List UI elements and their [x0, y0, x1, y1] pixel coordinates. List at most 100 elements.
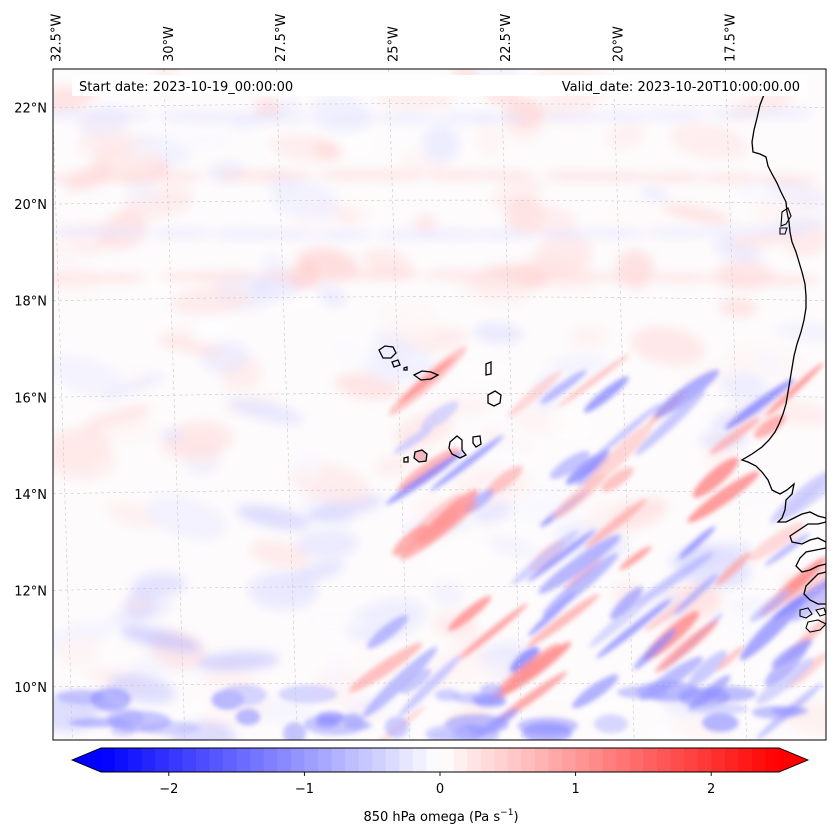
field-band — [425, 170, 486, 181]
field-streak — [425, 724, 472, 740]
colorbar-segment — [277, 748, 292, 772]
colorbar-segment — [345, 748, 360, 772]
meridian-gridline — [500, 69, 523, 740]
field-patch — [120, 625, 202, 653]
field-band — [197, 270, 258, 281]
colorbar-segment — [317, 748, 333, 772]
colorbar-segment — [724, 748, 739, 772]
colorbar-segment — [372, 748, 387, 772]
field-streak — [540, 370, 587, 404]
colorbar-segment — [223, 748, 238, 772]
colorbar-segment — [507, 748, 522, 772]
field-patch — [308, 616, 369, 629]
colorbar-tick-label: 1 — [571, 782, 579, 797]
field-patch — [53, 452, 97, 481]
colorbar-segment — [656, 748, 672, 772]
field-streak — [434, 689, 461, 701]
colorbar-segment — [751, 748, 766, 772]
colorbar-segment — [195, 748, 210, 772]
colorbar-segment — [467, 748, 482, 772]
field-streak — [678, 687, 730, 708]
colorbar-tick-label: −2 — [159, 782, 178, 797]
field-patch — [292, 451, 323, 481]
colorbar-segment — [331, 748, 346, 772]
field-streak — [751, 705, 800, 719]
colorbar-segment — [440, 748, 455, 772]
field-streak — [644, 599, 689, 632]
field-streak — [420, 401, 459, 431]
field-patch — [422, 123, 460, 164]
field-patch — [75, 132, 142, 156]
colorbar-segments — [72, 748, 808, 772]
field-streak — [756, 657, 815, 705]
field-streak — [384, 716, 409, 738]
longitude-label: 22.5°W — [499, 14, 514, 62]
colorbar-segment — [643, 748, 658, 772]
field-band — [152, 228, 213, 239]
field-band — [91, 172, 152, 183]
valid-date-label: Valid_date: 2023-10-20T10:00:00.00 — [562, 80, 800, 95]
colorbar-segment — [453, 748, 468, 772]
island-boa-vista — [487, 390, 502, 407]
field-patch — [98, 418, 158, 442]
field-patch — [669, 122, 749, 160]
field-patch — [756, 349, 781, 376]
field-streak — [584, 422, 654, 489]
field-streak — [702, 713, 739, 732]
field-streak — [601, 467, 634, 492]
field-patch — [295, 529, 358, 559]
field-patch — [131, 572, 186, 598]
colorbar-tick-label: −1 — [295, 782, 314, 797]
colorbar-segment — [399, 748, 414, 772]
field-patch — [546, 410, 595, 442]
latitude-tick-labels: 22°N 20°N 18°N 16°N 14°N 12°N 10°N — [14, 102, 47, 696]
field-patch — [163, 421, 234, 457]
meridian-gridline — [612, 69, 635, 740]
parallel-gridline — [53, 392, 826, 398]
colorbar-segment — [304, 748, 319, 772]
field-band — [53, 273, 98, 284]
island-santiago — [448, 435, 468, 459]
field-streak — [397, 447, 460, 492]
colorbar: −2 −1 0 1 2 850 hPa omega (Pa s−1) — [70, 747, 810, 825]
field-streak — [780, 469, 826, 521]
parallel-gridline — [53, 586, 826, 591]
field-patch — [660, 204, 731, 224]
field-streak — [715, 552, 751, 586]
field-patch — [665, 718, 729, 739]
field-patch — [455, 273, 529, 306]
field-streak — [593, 714, 629, 734]
field-streak — [511, 530, 579, 585]
colorbar-segment — [534, 748, 549, 772]
field-patch — [641, 187, 669, 202]
field-streak — [583, 376, 629, 413]
field-patch — [380, 302, 439, 343]
colorbar-segment — [290, 748, 305, 772]
colorbar-extend-high — [779, 748, 808, 772]
field-band — [595, 271, 656, 282]
field-streak — [673, 573, 718, 615]
colorbar-segment — [589, 748, 604, 772]
colorbar-segment — [602, 748, 617, 772]
field-streak — [584, 499, 647, 549]
field-streak — [610, 586, 643, 620]
field-patch — [579, 694, 655, 721]
latitude-label: 10°N — [14, 681, 47, 696]
colorbar-segment — [670, 748, 685, 772]
omega-field-streaks — [57, 346, 826, 740]
field-streak — [489, 643, 561, 703]
colorbar-segment — [616, 748, 631, 772]
meridian-gridline — [163, 69, 186, 740]
field-streak — [392, 524, 428, 556]
field-streak — [542, 553, 619, 617]
field-band — [252, 170, 313, 181]
meridian-gridline — [53, 107, 73, 740]
field-streak — [678, 526, 716, 559]
colorbar-segment — [101, 748, 116, 772]
colorbar-segment — [629, 748, 644, 772]
colorbar-tick-label: 0 — [436, 782, 444, 797]
island-santa-luzia — [403, 366, 408, 371]
field-band — [650, 272, 711, 283]
field-streak — [647, 686, 669, 699]
